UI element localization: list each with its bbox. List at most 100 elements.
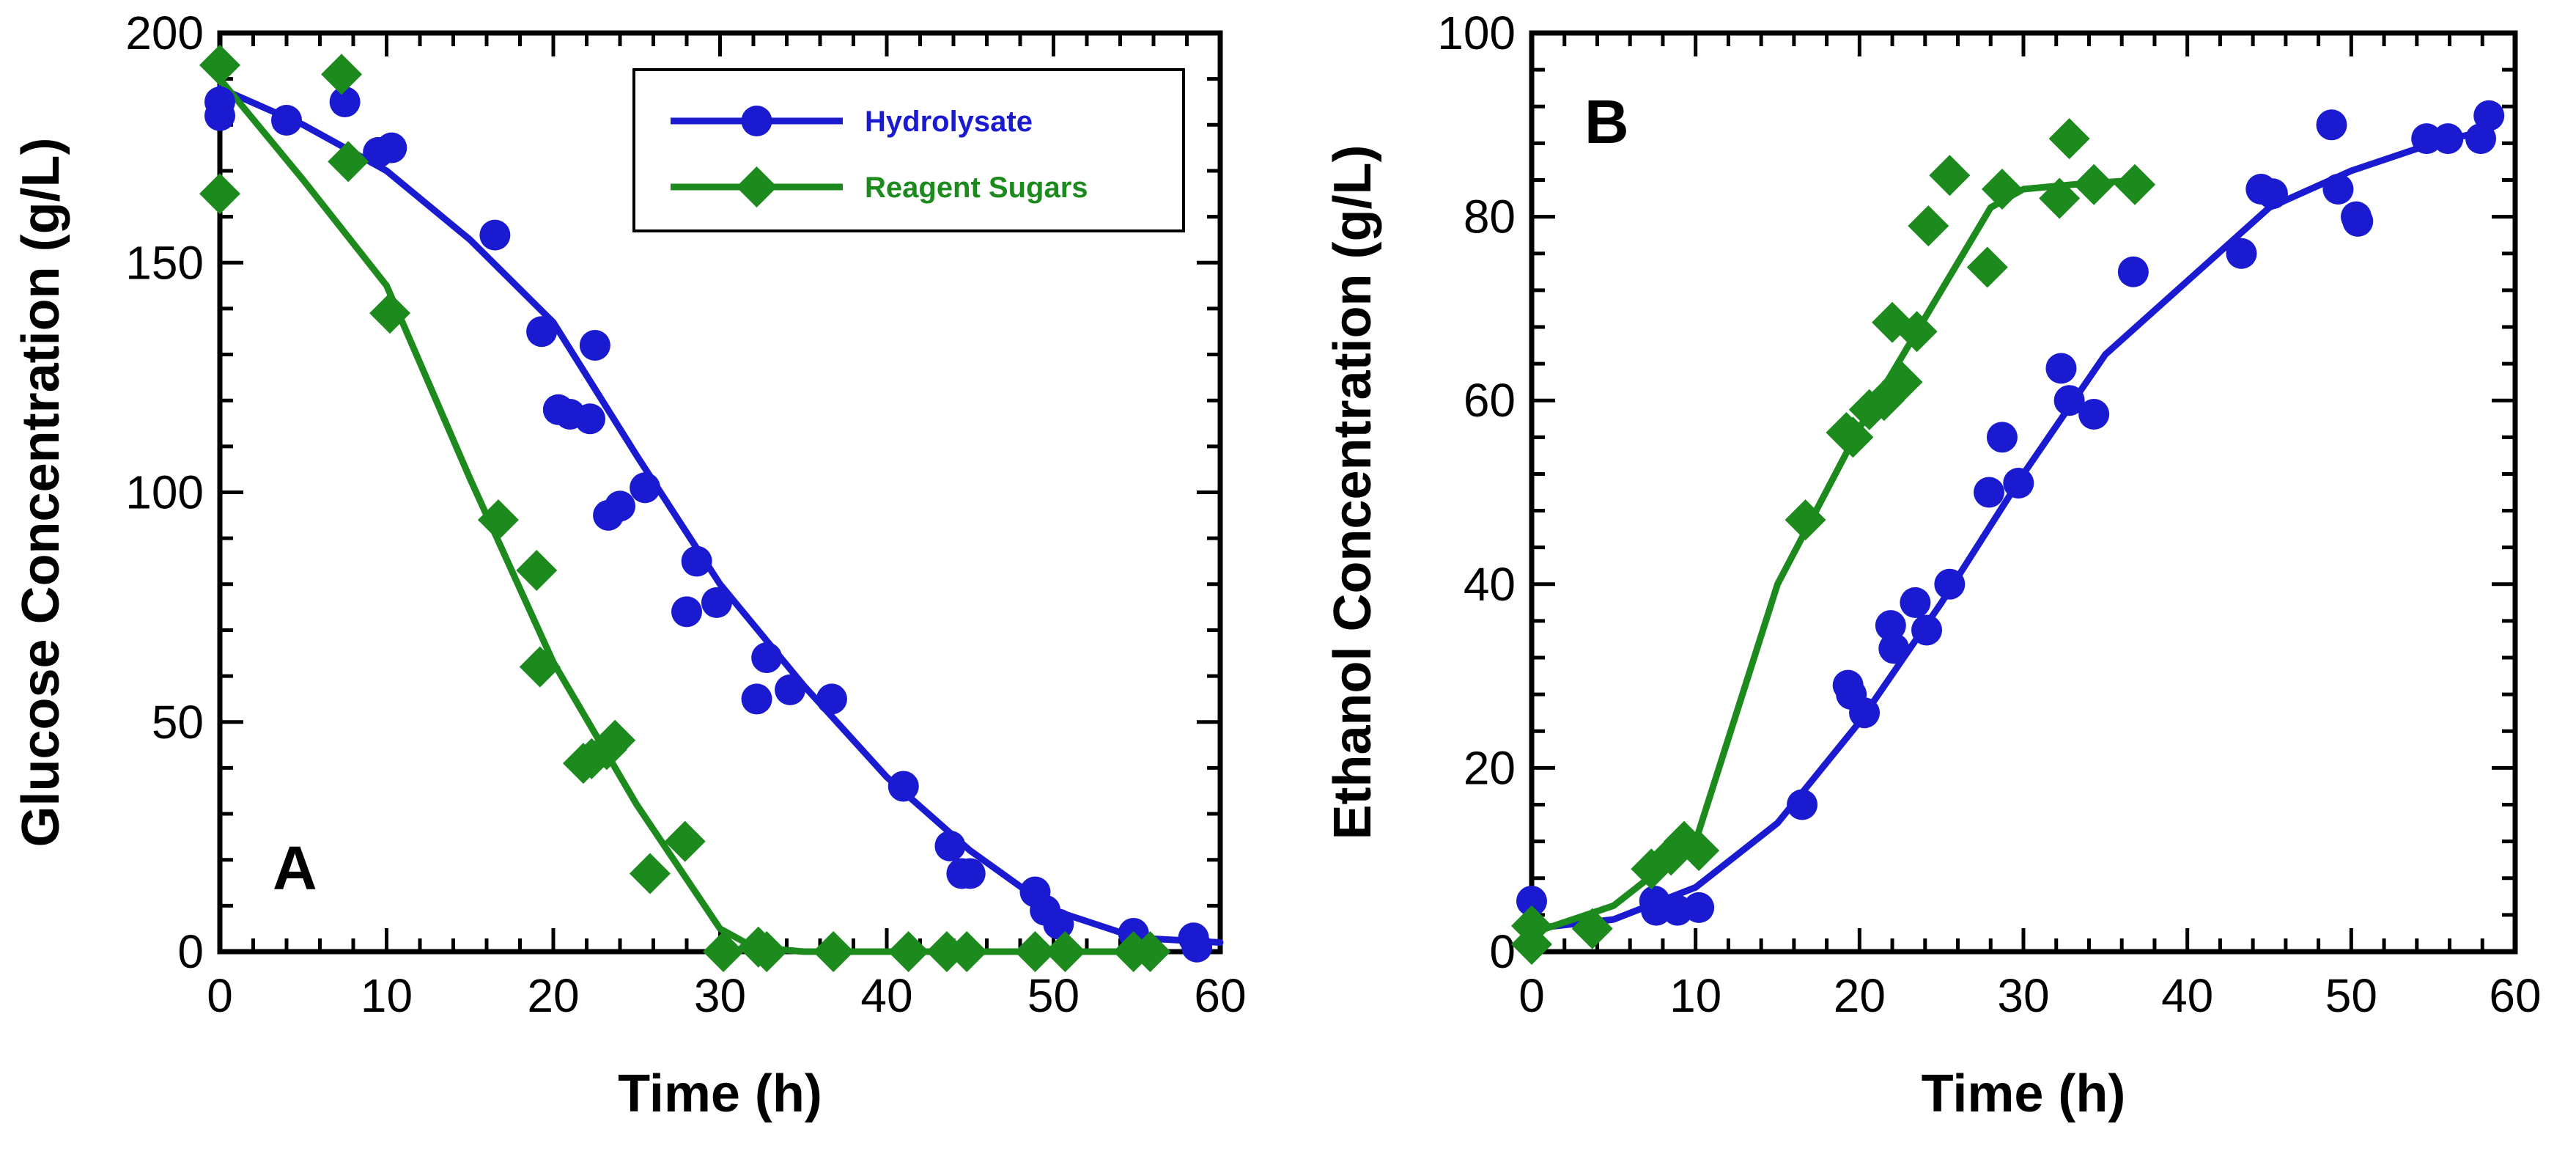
reagent-sugars-point <box>746 931 788 972</box>
y-axis-title: Glucose Concentration (g/L) <box>12 137 70 847</box>
reagent-sugars-point <box>664 820 706 862</box>
y-tick-label: 60 <box>1464 374 1516 427</box>
x-tick-label: 60 <box>1194 969 1246 1022</box>
reagent-sugars-point <box>2073 163 2115 205</box>
reagent-sugars-point <box>703 931 745 972</box>
reagent-sugars-fit-line <box>1528 177 2142 937</box>
x-axis-title: Time (h) <box>618 1065 822 1123</box>
reagent-sugars-point <box>477 499 519 541</box>
reagent-sugars-point <box>629 853 671 894</box>
x-tick-label: 40 <box>2161 969 2213 1022</box>
hydrolysate-point <box>1878 633 1910 664</box>
hydrolysate-point <box>271 105 302 136</box>
hydrolysate-point <box>741 683 772 715</box>
legend-circle-marker <box>741 106 772 136</box>
x-tick-label: 0 <box>1518 969 1545 1022</box>
hydrolysate-point <box>701 587 732 618</box>
reagent-sugars-point <box>1785 499 1826 541</box>
hydrolysate-point <box>2411 123 2443 155</box>
reagent-sugars-point <box>2048 118 2090 160</box>
reagent-sugars-point <box>1832 416 1874 458</box>
reagent-sugars-point <box>1981 169 2023 210</box>
reagent-sugars-point <box>321 54 363 95</box>
reagent-sugars-point <box>369 293 411 334</box>
glucose-chart-panel: 0 10 20 30 40 50 60 0 50 100 150 200 Time (h) Glucose… <box>12 7 1247 1123</box>
hydrolysate-point <box>1900 587 1931 618</box>
reagent-sugars-point <box>2114 163 2156 205</box>
hydrolysate-point <box>2316 109 2347 141</box>
reagent-sugars-point <box>813 931 855 972</box>
reagent-sugars-point <box>1881 361 1923 403</box>
hydrolysate-point <box>630 472 661 504</box>
hydrolysate-point <box>579 330 610 361</box>
x-tick-label: 0 <box>207 969 233 1022</box>
reagent-sugars-point <box>1896 311 1938 353</box>
panel-label: B <box>1584 87 1629 156</box>
reagent-sugars-point <box>1044 931 1086 972</box>
hydrolysate-point <box>1849 697 1881 729</box>
hydrolysate-point <box>681 545 712 577</box>
reagent-sugars-point <box>1014 931 1056 972</box>
legend-box <box>632 68 1185 232</box>
y-tick-label: 200 <box>125 7 204 59</box>
hydrolysate-point <box>2226 238 2257 269</box>
reagent-sugars-point <box>328 141 369 183</box>
reagent-sugars-point <box>1678 830 1720 872</box>
x-tick-label: 30 <box>694 969 746 1022</box>
hydrolysate-point <box>1787 789 1818 820</box>
reagent-sugars-point <box>519 646 561 688</box>
hydrolysate-point <box>575 403 606 435</box>
x-tick-label: 20 <box>527 969 579 1022</box>
hydrolysate-point <box>2045 353 2077 384</box>
reagent-sugars-point <box>1511 905 1552 947</box>
y-tick-label: 0 <box>177 925 204 978</box>
hydrolysate-point <box>526 316 558 348</box>
x-tick-label: 60 <box>2489 969 2541 1022</box>
y-tick-label: 0 <box>1489 925 1516 978</box>
hydrolysate-point <box>887 771 919 802</box>
y-tick-label: 100 <box>1437 7 1516 59</box>
reagent-sugars-point <box>2039 177 2081 219</box>
y-tick-label: 50 <box>152 696 204 749</box>
hydrolysate-point <box>329 86 361 117</box>
legend-diamond-marker <box>736 166 778 207</box>
hydrolysate-point <box>1181 931 1213 963</box>
hydrolysate-point <box>2003 467 2034 499</box>
reagent-sugars-point <box>199 173 240 215</box>
hydrolysate-point <box>2342 205 2374 237</box>
hydrolysate-point <box>2256 178 2288 210</box>
hydrolysate-point <box>2117 256 2149 287</box>
reagent-sugars-point <box>199 44 240 86</box>
hydrolysate-point <box>1516 886 1547 917</box>
y-axis-title: Ethanol Concentration (g/L) <box>1324 145 1382 840</box>
hydrolysate-point <box>1683 892 1715 923</box>
hydrolysate-point <box>1640 894 1672 926</box>
hydrolysate-point <box>1974 477 2005 508</box>
hydrolysate-point <box>2432 123 2464 155</box>
hydrolysate-point <box>479 219 511 251</box>
x-tick-label: 10 <box>1669 969 1721 1022</box>
legend-entry-label: Reagent Sugars <box>865 172 1088 204</box>
hydrolysate-point <box>204 100 235 131</box>
y-tick-label: 40 <box>1464 558 1516 611</box>
x-tick-label: 50 <box>1027 969 1080 1022</box>
hydrolysate-point <box>934 830 966 861</box>
hydrolysate-point <box>605 490 635 522</box>
reagent-sugars-point <box>516 550 558 592</box>
legend: Hydrolysate Reagent Sugars <box>632 68 1185 232</box>
ethanol-chart-panel: 0 10 20 30 40 50 60 0 20 40 60 80 100 Time (h) Ethanol… <box>1324 7 2542 1123</box>
x-tick-label: 20 <box>1834 969 1886 1022</box>
hydrolysate-point <box>671 596 702 628</box>
reagent-sugars-point <box>1966 246 2008 288</box>
hydrolysate-point <box>1911 614 1943 646</box>
reagent-sugars-point <box>1129 931 1171 972</box>
reagent-sugars-point <box>1929 155 1971 196</box>
hydrolysate-point <box>1934 568 1966 600</box>
reagent-sugars-point <box>1571 908 1613 949</box>
x-tick-label: 50 <box>2325 969 2377 1022</box>
hydrolysate-point <box>2322 174 2354 205</box>
reagent-sugars-point <box>594 719 636 761</box>
reagent-sugars-point <box>1908 205 1949 247</box>
y-tick-label: 20 <box>1464 741 1516 794</box>
hydrolysate-point <box>954 858 986 889</box>
